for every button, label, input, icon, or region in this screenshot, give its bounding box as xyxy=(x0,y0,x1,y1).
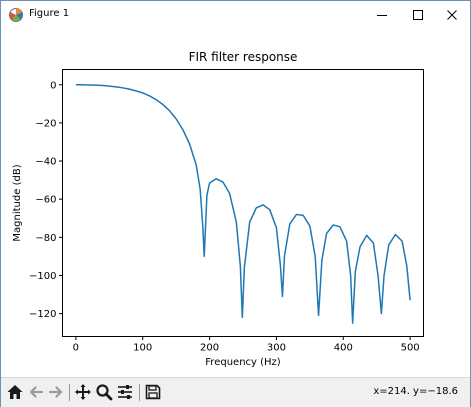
title-bar: Figure 1 xyxy=(1,1,470,29)
x-tick-label: 400 xyxy=(334,343,353,354)
figure-canvas[interactable]: FIR filter response 0 100 200 300 400 500 0 −2… xyxy=(1,29,470,377)
back-button[interactable] xyxy=(26,382,46,402)
y-tick-label: −20 xyxy=(35,118,56,129)
close-button[interactable] xyxy=(434,1,470,29)
matplotlib-logo-icon xyxy=(9,8,23,22)
y-tick-label: 0 xyxy=(50,80,56,91)
y-tick-label: −80 xyxy=(35,233,56,244)
back-arrow-icon xyxy=(29,386,44,398)
series-line-0 xyxy=(75,84,411,324)
save-icon xyxy=(145,384,161,400)
minimize-icon xyxy=(377,15,387,16)
y-tick-label: −60 xyxy=(35,195,56,206)
cursor-coordinates: x=214. y=−18.6 xyxy=(373,386,458,397)
x-tick-label: 0 xyxy=(73,343,79,354)
pan-button[interactable] xyxy=(73,382,93,402)
y-tick-label: −120 xyxy=(29,309,56,320)
minimize-button[interactable] xyxy=(364,1,400,29)
axes-frame xyxy=(62,69,424,337)
x-tick-label: 300 xyxy=(267,343,286,354)
x-axis-label: Frequency (Hz) xyxy=(205,357,281,368)
x-tick-label: 500 xyxy=(401,343,420,354)
close-icon xyxy=(447,10,457,20)
toolbar-separator xyxy=(69,384,70,401)
configure-subplots-button[interactable] xyxy=(115,382,135,402)
y-axis-label: Magnitude (dB) xyxy=(12,164,23,241)
y-tick-label: −40 xyxy=(35,157,56,168)
save-button[interactable] xyxy=(143,382,163,402)
maximize-icon xyxy=(413,10,423,20)
window-title: Figure 1 xyxy=(29,8,70,19)
chart: FIR filter response 0 100 200 300 400 500 0 −2… xyxy=(12,50,424,368)
home-button[interactable] xyxy=(5,382,25,402)
zoom-button[interactable] xyxy=(94,382,114,402)
configure-subplots-icon xyxy=(118,385,132,399)
y-tick-label: −100 xyxy=(29,271,56,282)
forward-button[interactable] xyxy=(46,382,66,402)
x-tick-label: 200 xyxy=(200,343,219,354)
forward-arrow-icon xyxy=(48,386,63,398)
x-tick-label: 100 xyxy=(133,343,152,354)
home-icon xyxy=(7,385,23,399)
pan-icon xyxy=(75,384,91,400)
toolbar-separator xyxy=(139,384,140,401)
maximize-button[interactable] xyxy=(400,1,436,29)
chart-title: FIR filter response xyxy=(189,50,298,64)
navigation-toolbar: x=214. y=−18.6 xyxy=(1,377,470,407)
zoom-icon xyxy=(96,384,113,401)
